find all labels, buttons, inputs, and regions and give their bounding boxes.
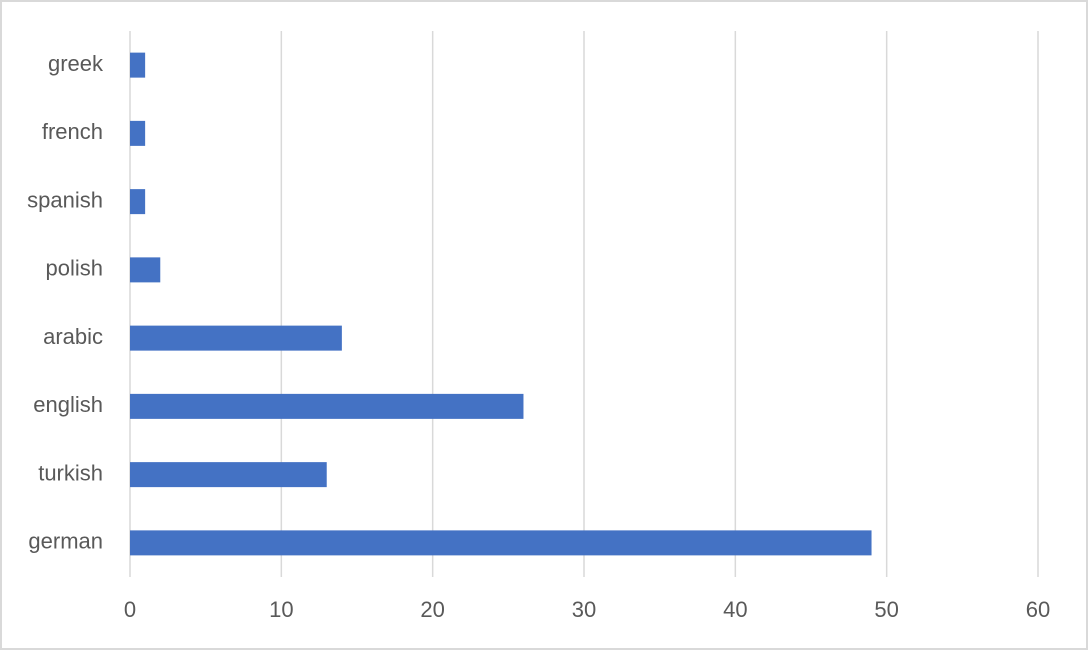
y-tick-label: greek — [48, 51, 104, 76]
x-tick-label: 0 — [124, 597, 136, 622]
x-tick-label: 50 — [874, 597, 898, 622]
y-tick-label: spanish — [27, 187, 103, 212]
x-tick-label: 10 — [269, 597, 293, 622]
x-tick-label: 60 — [1026, 597, 1050, 622]
x-tick-label: 20 — [420, 597, 444, 622]
y-tick-label: english — [33, 392, 103, 417]
bar — [130, 462, 327, 488]
bar — [130, 325, 342, 351]
bar — [130, 189, 146, 215]
x-tick-label: 40 — [723, 597, 747, 622]
bar — [130, 393, 524, 419]
bar — [130, 120, 146, 146]
bar — [130, 52, 146, 78]
y-tick-label: turkish — [38, 460, 103, 485]
bar — [130, 257, 161, 283]
y-tick-label: german — [28, 529, 103, 554]
y-tick-label: polish — [46, 256, 103, 281]
y-tick-label: arabic — [43, 324, 103, 349]
bar — [130, 530, 872, 556]
x-tick-label: 30 — [572, 597, 596, 622]
y-tick-label: french — [42, 119, 103, 144]
